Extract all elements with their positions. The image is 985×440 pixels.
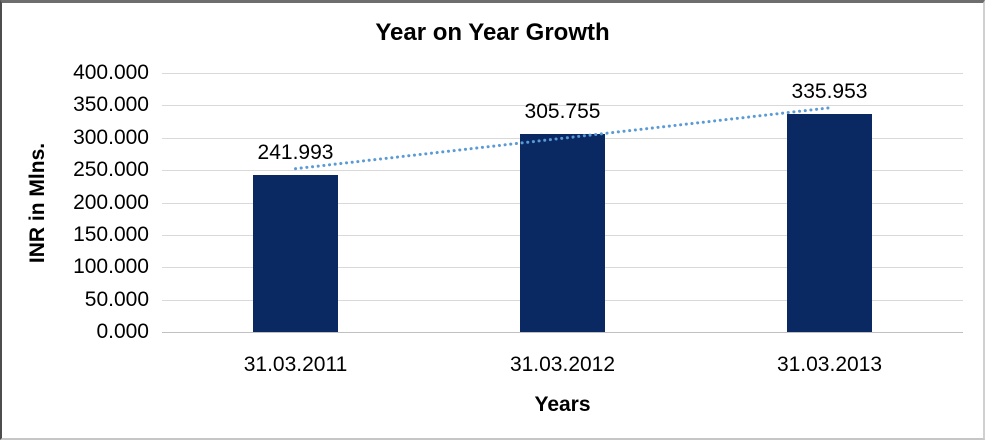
- y-tick-label: 400.000: [73, 61, 149, 84]
- x-tick-label: 31.03.2013: [776, 353, 883, 376]
- y-tick-label: 350.000: [73, 93, 149, 117]
- bar: [787, 114, 872, 332]
- bar: [253, 175, 338, 332]
- x-tick-label: 31.03.2012: [509, 353, 616, 376]
- y-tick-label: 250.000: [73, 158, 149, 182]
- y-tick-label: 50.000: [84, 287, 149, 311]
- x-tick-label: 31.03.2011: [243, 353, 348, 376]
- chart-title: Year on Year Growth: [375, 19, 610, 46]
- bar-value-label: 305.755: [524, 100, 601, 124]
- gridline: [162, 332, 963, 333]
- y-tick-label: 150.000: [73, 222, 149, 246]
- y-tick-label: 100.000: [73, 255, 149, 279]
- bar-value-label: 241.993: [257, 141, 334, 165]
- x-axis-title: Years: [534, 393, 591, 416]
- y-tick-label: 0.000: [96, 320, 149, 343]
- bar: [520, 134, 605, 332]
- y-tick-label: 300.000: [73, 125, 149, 149]
- gridline: [162, 73, 963, 74]
- y-tick-label: 200.000: [73, 190, 149, 214]
- gridline: [162, 105, 963, 107]
- trendline: [294, 106, 831, 171]
- bar-value-label: 335.953: [791, 80, 868, 104]
- trendline-dotted: [294, 106, 831, 171]
